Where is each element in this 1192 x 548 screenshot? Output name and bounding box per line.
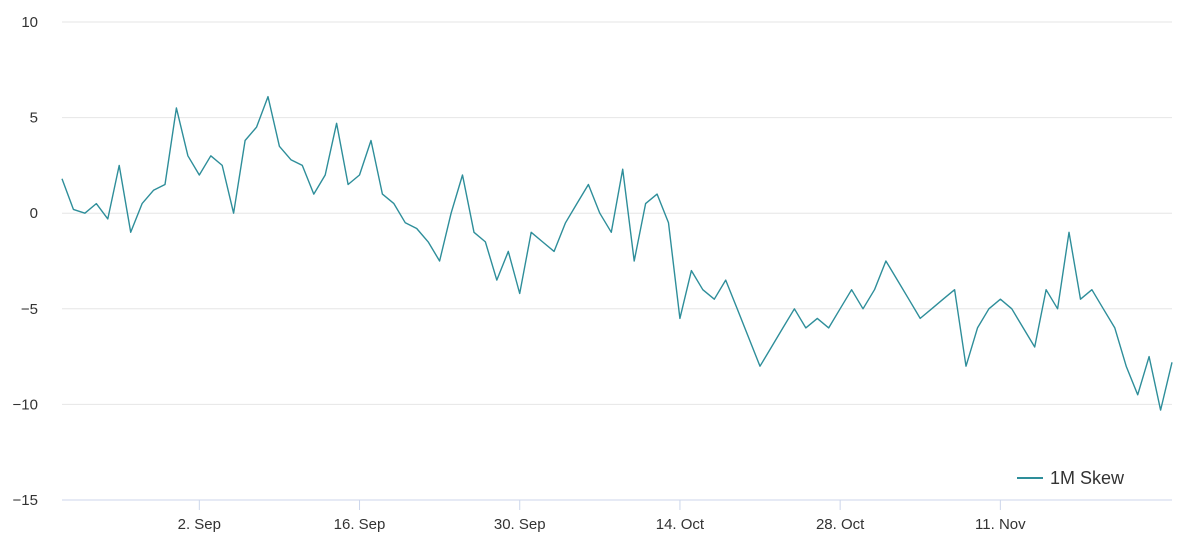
y-tick-label: 10: [21, 14, 38, 31]
grid-lines: [62, 21, 1172, 405]
legend-label-1m-skew: 1M Skew: [1050, 468, 1125, 488]
legend[interactable]: 1M Skew: [1017, 468, 1125, 488]
x-tick-label: 2. Sep: [178, 516, 221, 533]
x-tick-label: 30. Sep: [494, 516, 546, 533]
x-tick-label: 11. Nov: [975, 516, 1026, 533]
x-tick-label: 14. Oct: [656, 516, 705, 533]
x-axis: 2. Sep 16. Sep 30. Sep 14. Oct 28. Oct 11. No…: [62, 499, 1172, 533]
y-tick-label: 0: [30, 205, 38, 222]
y-tick-label: −10: [13, 396, 38, 413]
series-line-1m-skew: [61, 95, 1173, 411]
y-axis-labels: 10 5 0 −5 −10 −15: [13, 14, 38, 509]
y-tick-label: 5: [30, 110, 38, 127]
y-tick-label: −15: [13, 492, 38, 509]
x-tick-label: 28. Oct: [816, 516, 865, 533]
y-tick-label: −5: [21, 301, 38, 318]
x-tick-label: 16. Sep: [334, 516, 386, 533]
series-layer: [61, 95, 1173, 411]
